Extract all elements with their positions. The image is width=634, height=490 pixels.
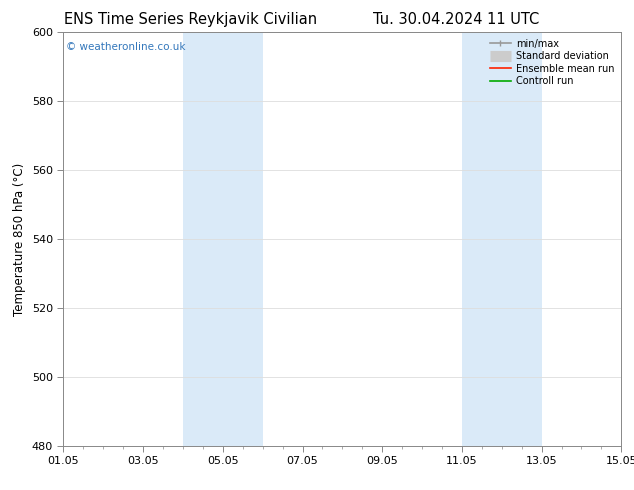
Text: ENS Time Series Reykjavik Civilian: ENS Time Series Reykjavik Civilian xyxy=(63,12,317,27)
Legend: min/max, Standard deviation, Ensemble mean run, Controll run: min/max, Standard deviation, Ensemble me… xyxy=(488,37,616,88)
Y-axis label: Temperature 850 hPa (°C): Temperature 850 hPa (°C) xyxy=(13,162,26,316)
Text: © weatheronline.co.uk: © weatheronline.co.uk xyxy=(66,42,186,52)
Bar xyxy=(183,32,262,446)
Bar xyxy=(462,32,541,446)
Text: Tu. 30.04.2024 11 UTC: Tu. 30.04.2024 11 UTC xyxy=(373,12,540,27)
